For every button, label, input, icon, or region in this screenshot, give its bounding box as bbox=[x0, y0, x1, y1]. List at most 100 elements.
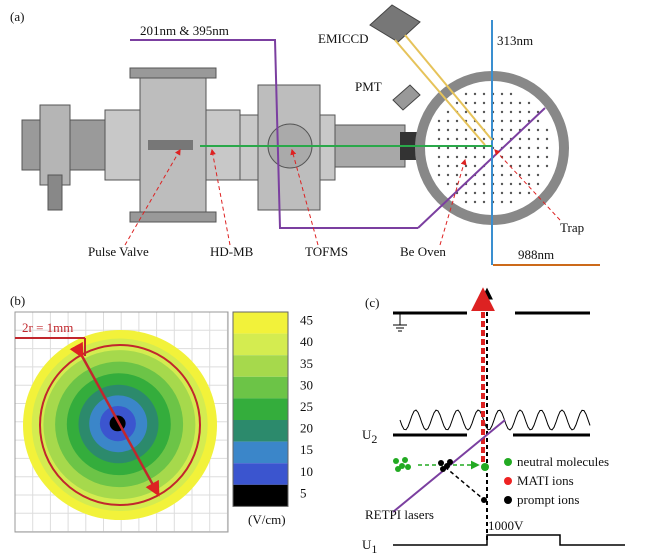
colorbar-tick-label: 30 bbox=[300, 377, 313, 392]
trap-hole bbox=[483, 147, 485, 149]
component-label: Pulse Valve bbox=[88, 244, 149, 259]
trap-hole bbox=[438, 156, 440, 158]
trap-hole bbox=[483, 120, 485, 122]
radius-label: 2r = 1mm bbox=[22, 320, 73, 335]
trap-hole bbox=[483, 156, 485, 158]
detector-label: PMT bbox=[355, 79, 382, 94]
circle-shape bbox=[481, 463, 489, 471]
trap-hole bbox=[501, 138, 503, 140]
trap-hole bbox=[447, 138, 449, 140]
trap-hole bbox=[474, 102, 476, 104]
trap-hole bbox=[483, 138, 485, 140]
circle-shape bbox=[504, 477, 512, 485]
trap-hole bbox=[474, 111, 476, 113]
trap-hole bbox=[474, 156, 476, 158]
figure: (a) 201nm & bbox=[0, 0, 657, 555]
component-label: HD-MB bbox=[210, 244, 254, 259]
trap-hole bbox=[537, 120, 539, 122]
colorbar-band bbox=[233, 398, 288, 420]
trap-hole bbox=[519, 192, 521, 194]
trap-hole bbox=[474, 183, 476, 185]
circle-shape bbox=[440, 466, 446, 472]
circle-shape bbox=[438, 460, 444, 466]
trap-hole bbox=[510, 111, 512, 113]
panel-label: (c) bbox=[365, 295, 379, 310]
trap-hole bbox=[537, 147, 539, 149]
trap-hole bbox=[447, 156, 449, 158]
trap-hole bbox=[447, 129, 449, 131]
electrode-subscript: 2 bbox=[371, 432, 377, 446]
trap-hole bbox=[501, 111, 503, 113]
voltage-label: 1000V bbox=[488, 518, 524, 533]
trap-hole bbox=[447, 183, 449, 185]
legend-label: MATI ions bbox=[517, 473, 574, 488]
colorbar-tick-label: 5 bbox=[300, 485, 307, 500]
electrode-subscript: 1 bbox=[371, 542, 377, 555]
trap-hole bbox=[528, 147, 530, 149]
trap-hole bbox=[537, 156, 539, 158]
panel-b: (b) 2r = 1mm 45403530252015105 (V/cm) bbox=[10, 293, 313, 532]
trap-hole bbox=[465, 192, 467, 194]
legend-label: neutral molecules bbox=[517, 454, 609, 469]
trap-hole bbox=[501, 165, 503, 167]
colorbar-band bbox=[233, 420, 288, 442]
trap-hole bbox=[528, 138, 530, 140]
trap-hole bbox=[438, 165, 440, 167]
trap-hole bbox=[501, 174, 503, 176]
laser-label: 201nm & 395nm bbox=[140, 23, 229, 38]
trap-hole bbox=[510, 93, 512, 95]
trap-hole bbox=[501, 129, 503, 131]
circle-shape bbox=[405, 464, 411, 470]
circle-shape bbox=[393, 458, 399, 464]
trap-hole bbox=[483, 102, 485, 104]
trap-hole bbox=[447, 120, 449, 122]
trap-hole bbox=[528, 165, 530, 167]
trap-hole bbox=[465, 174, 467, 176]
trap-hole bbox=[528, 102, 530, 104]
colorbar-band bbox=[233, 377, 288, 399]
trap-hole bbox=[465, 156, 467, 158]
trap-hole bbox=[465, 201, 467, 203]
legend-label: prompt ions bbox=[517, 492, 579, 507]
trap-hole bbox=[483, 111, 485, 113]
trap-hole bbox=[465, 165, 467, 167]
trap-hole bbox=[501, 102, 503, 104]
panel-a: (a) 201nm & bbox=[10, 5, 600, 265]
trap-hole bbox=[438, 138, 440, 140]
trap-hole bbox=[546, 147, 548, 149]
laser-label: 313nm bbox=[497, 33, 533, 48]
trap-hole bbox=[465, 102, 467, 104]
component-label: TOFMS bbox=[305, 244, 348, 259]
trap-hole bbox=[465, 129, 467, 131]
trap-hole bbox=[537, 138, 539, 140]
trap-hole bbox=[537, 183, 539, 185]
panel-label: (a) bbox=[10, 9, 24, 24]
trap-hole bbox=[465, 147, 467, 149]
colorbar-band bbox=[233, 334, 288, 356]
colorbar-tick-label: 25 bbox=[300, 399, 313, 414]
trap-hole bbox=[456, 138, 458, 140]
circle-shape bbox=[447, 459, 453, 465]
g-shape bbox=[393, 457, 411, 472]
rect-shape bbox=[130, 68, 216, 78]
colorbar-band bbox=[233, 312, 288, 334]
polyline-shape bbox=[393, 535, 625, 545]
trap-hole bbox=[510, 120, 512, 122]
trap-hole bbox=[519, 174, 521, 176]
colorbar-band bbox=[233, 485, 288, 507]
circle-shape bbox=[481, 497, 487, 503]
trap-hole bbox=[474, 201, 476, 203]
colorbar-tick-label: 40 bbox=[300, 334, 313, 349]
trap-hole bbox=[501, 93, 503, 95]
colorbar-tick-label: 15 bbox=[300, 442, 313, 457]
trap-hole bbox=[510, 102, 512, 104]
colorbar-band bbox=[233, 442, 288, 464]
laser-label: RETPI lasers bbox=[365, 507, 434, 522]
panel-label: (b) bbox=[10, 293, 25, 308]
trap-hole bbox=[465, 93, 467, 95]
detector-label: EMICCD bbox=[318, 31, 369, 46]
trap-hole bbox=[474, 192, 476, 194]
trap-hole bbox=[519, 147, 521, 149]
trap-hole bbox=[447, 174, 449, 176]
trap-hole bbox=[510, 174, 512, 176]
